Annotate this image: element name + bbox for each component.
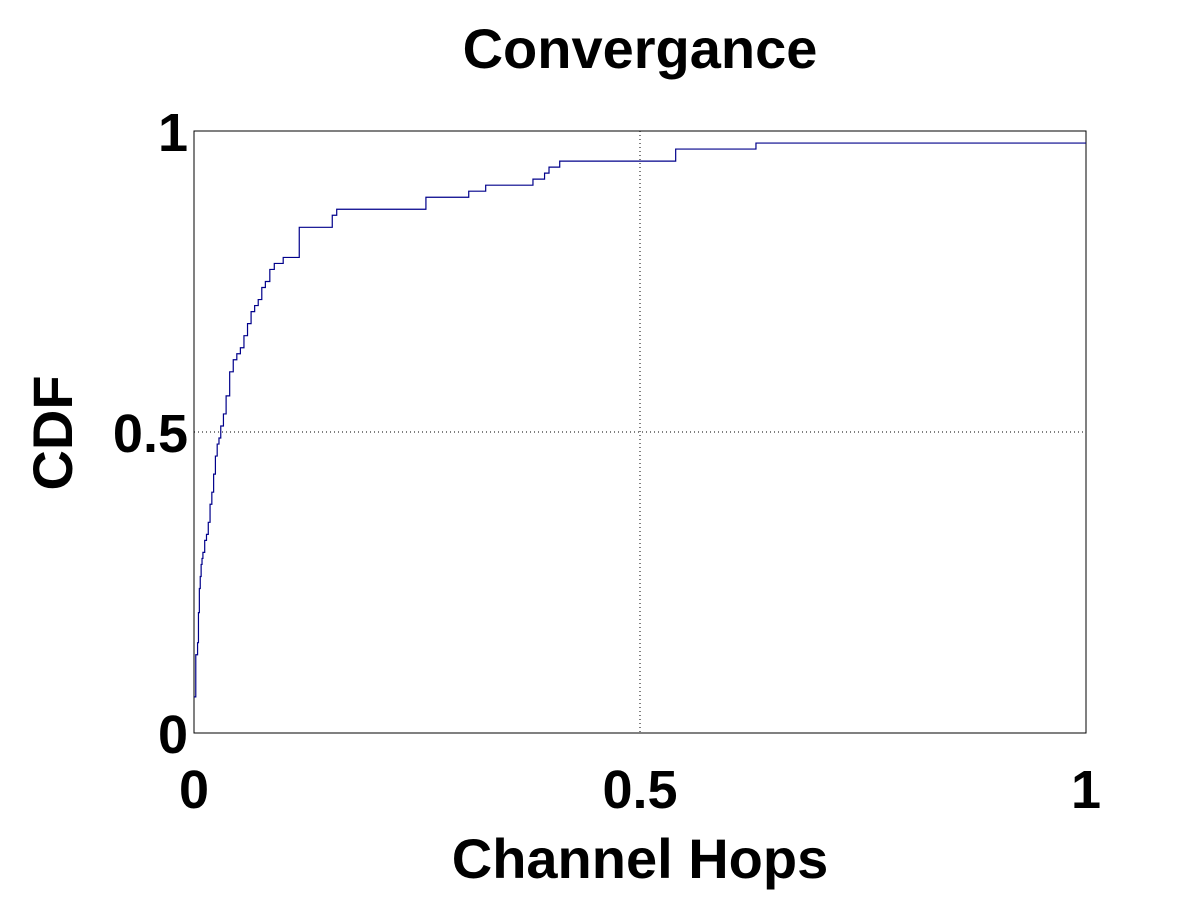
x-axis-label: Channel Hops bbox=[452, 827, 828, 890]
y-tick-label: 1 bbox=[158, 103, 188, 163]
x-tick-label: 0 bbox=[179, 760, 209, 820]
y-axis-label: CDF bbox=[21, 375, 84, 490]
y-tick-labels: 00.51 bbox=[113, 103, 188, 765]
cdf-series-line bbox=[194, 142, 1086, 698]
y-tick-label: 0 bbox=[158, 705, 188, 765]
y-tick-label: 0.5 bbox=[113, 404, 188, 464]
plot-frame bbox=[193, 130, 1087, 734]
grid-lines bbox=[194, 131, 1086, 733]
x-tick-labels: 0 0.5 1 bbox=[179, 760, 1101, 820]
x-tick-label: 1 bbox=[1071, 760, 1101, 820]
x-tick-label: 0.5 bbox=[602, 760, 677, 820]
chart-title: Convergance bbox=[463, 17, 818, 80]
